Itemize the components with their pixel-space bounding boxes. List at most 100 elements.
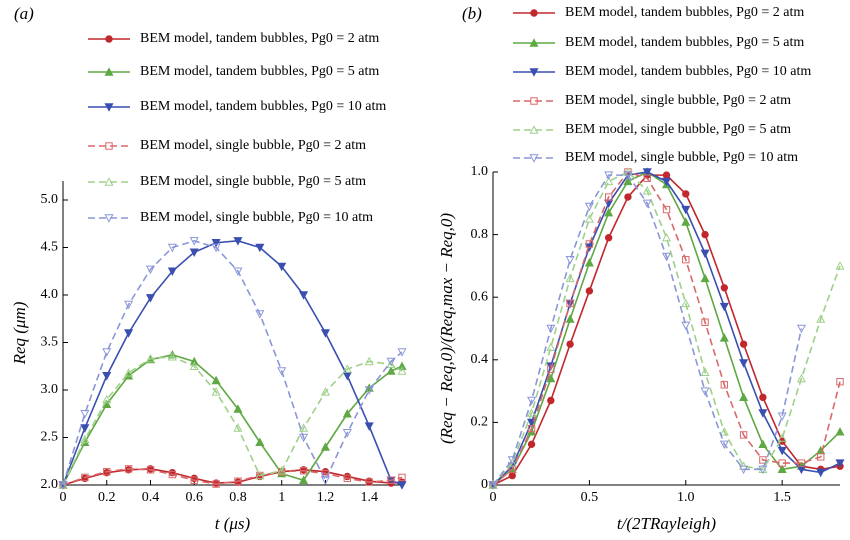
x-tick-label: 1.2 xyxy=(317,490,335,505)
marker xyxy=(145,294,156,303)
marker xyxy=(233,423,243,432)
marker xyxy=(364,422,374,431)
marker xyxy=(124,329,134,338)
marker xyxy=(546,342,556,351)
marker xyxy=(585,287,594,295)
marker xyxy=(124,300,134,310)
marker xyxy=(681,217,691,226)
marker xyxy=(642,199,652,209)
marker xyxy=(364,356,374,366)
marker xyxy=(700,273,710,283)
series xyxy=(58,237,407,490)
marker xyxy=(604,171,614,180)
marker xyxy=(146,466,155,474)
marker xyxy=(277,465,287,475)
marker xyxy=(529,38,539,47)
marker xyxy=(662,205,671,214)
marker xyxy=(700,249,710,259)
marker xyxy=(189,248,199,258)
panel-label: (a) xyxy=(14,4,34,23)
marker xyxy=(661,232,672,242)
legend-entry: BEM model, single bubble, Pg0 = 10 atm xyxy=(88,210,373,225)
marker xyxy=(386,366,396,375)
marker xyxy=(299,423,309,432)
marker xyxy=(211,375,221,385)
marker xyxy=(739,465,749,475)
marker xyxy=(189,361,199,370)
marker xyxy=(103,468,111,476)
marker xyxy=(145,353,156,363)
marker xyxy=(796,373,806,383)
legend-label: BEM model, tandem bubbles, Pg0 = 2 atm xyxy=(140,31,379,46)
marker xyxy=(643,174,651,182)
series-line xyxy=(492,171,841,486)
marker xyxy=(527,424,536,433)
marker xyxy=(80,424,90,433)
x-axis-title: t (μs) xyxy=(215,514,251,533)
marker xyxy=(320,387,330,396)
marker xyxy=(277,262,287,272)
marker xyxy=(299,467,308,475)
marker xyxy=(529,125,539,134)
marker xyxy=(759,456,767,464)
marker xyxy=(168,470,177,479)
y-tick-label: 0.8 xyxy=(471,227,489,242)
y-tick-label: 2.0 xyxy=(41,477,59,492)
x-tick-label: 1.5 xyxy=(773,490,791,505)
marker xyxy=(565,255,575,265)
marker xyxy=(58,481,68,490)
marker xyxy=(642,168,652,177)
marker xyxy=(102,372,112,381)
marker xyxy=(796,324,806,334)
legend-label: BEM model, single bubble, Pg0 = 10 atm xyxy=(140,210,373,225)
marker xyxy=(342,372,352,381)
marker xyxy=(758,409,768,418)
marker xyxy=(234,477,242,485)
marker xyxy=(836,378,844,386)
legend-label: BEM model, single bubble, Pg0 = 10 atm xyxy=(565,150,798,165)
y-tick-label: 2.5 xyxy=(41,430,59,445)
x-tick-label: 0 xyxy=(60,490,67,505)
series xyxy=(58,237,407,490)
marker xyxy=(700,367,710,377)
y-axis-title: (Req − Req,0)/(Req,max − Req,0) xyxy=(437,213,456,444)
marker xyxy=(507,456,517,465)
x-tick-label: 0.8 xyxy=(229,490,247,505)
y-tick-label: 0.2 xyxy=(471,415,489,430)
marker xyxy=(546,324,556,334)
marker xyxy=(719,427,729,436)
marker xyxy=(816,468,826,478)
x-tick-label: 1.0 xyxy=(677,490,695,505)
panel-label: (b) xyxy=(462,4,482,23)
x-tick-label: 0.6 xyxy=(185,490,203,505)
marker xyxy=(211,239,221,248)
marker xyxy=(387,476,395,484)
y-tick-label: 1.0 xyxy=(471,164,489,179)
legend-label: BEM model, single bubble, Pg0 = 5 atm xyxy=(140,174,366,189)
legend-entry: BEM model, tandem bubbles, Pg0 = 10 atm xyxy=(88,99,386,114)
y-tick-label: 5.0 xyxy=(41,192,59,207)
marker xyxy=(190,476,198,484)
marker xyxy=(604,207,614,217)
legend-entry: BEM model, single bubble, Pg0 = 10 atm xyxy=(513,150,798,165)
marker xyxy=(255,437,265,446)
marker xyxy=(777,412,787,421)
marker xyxy=(342,408,352,418)
marker xyxy=(816,314,826,323)
marker xyxy=(102,394,112,404)
series-line xyxy=(62,468,403,486)
marker xyxy=(662,171,671,179)
legend-label: BEM model, tandem bubbles, Pg0 = 10 atm xyxy=(565,64,811,79)
x-tick-label: 0.4 xyxy=(142,490,160,505)
marker xyxy=(320,329,330,338)
legend-entry: BEM model, single bubble, Pg0 = 5 atm xyxy=(88,174,366,189)
marker xyxy=(233,267,243,277)
marker xyxy=(233,237,243,246)
marker xyxy=(488,481,498,490)
marker xyxy=(700,387,710,396)
marker xyxy=(777,464,787,474)
x-tick-label: 1 xyxy=(278,490,285,505)
series xyxy=(488,167,845,489)
x-tick-label: 0.5 xyxy=(581,490,599,505)
legend-label: BEM model, single bubble, Pg0 = 2 atm xyxy=(140,138,366,153)
